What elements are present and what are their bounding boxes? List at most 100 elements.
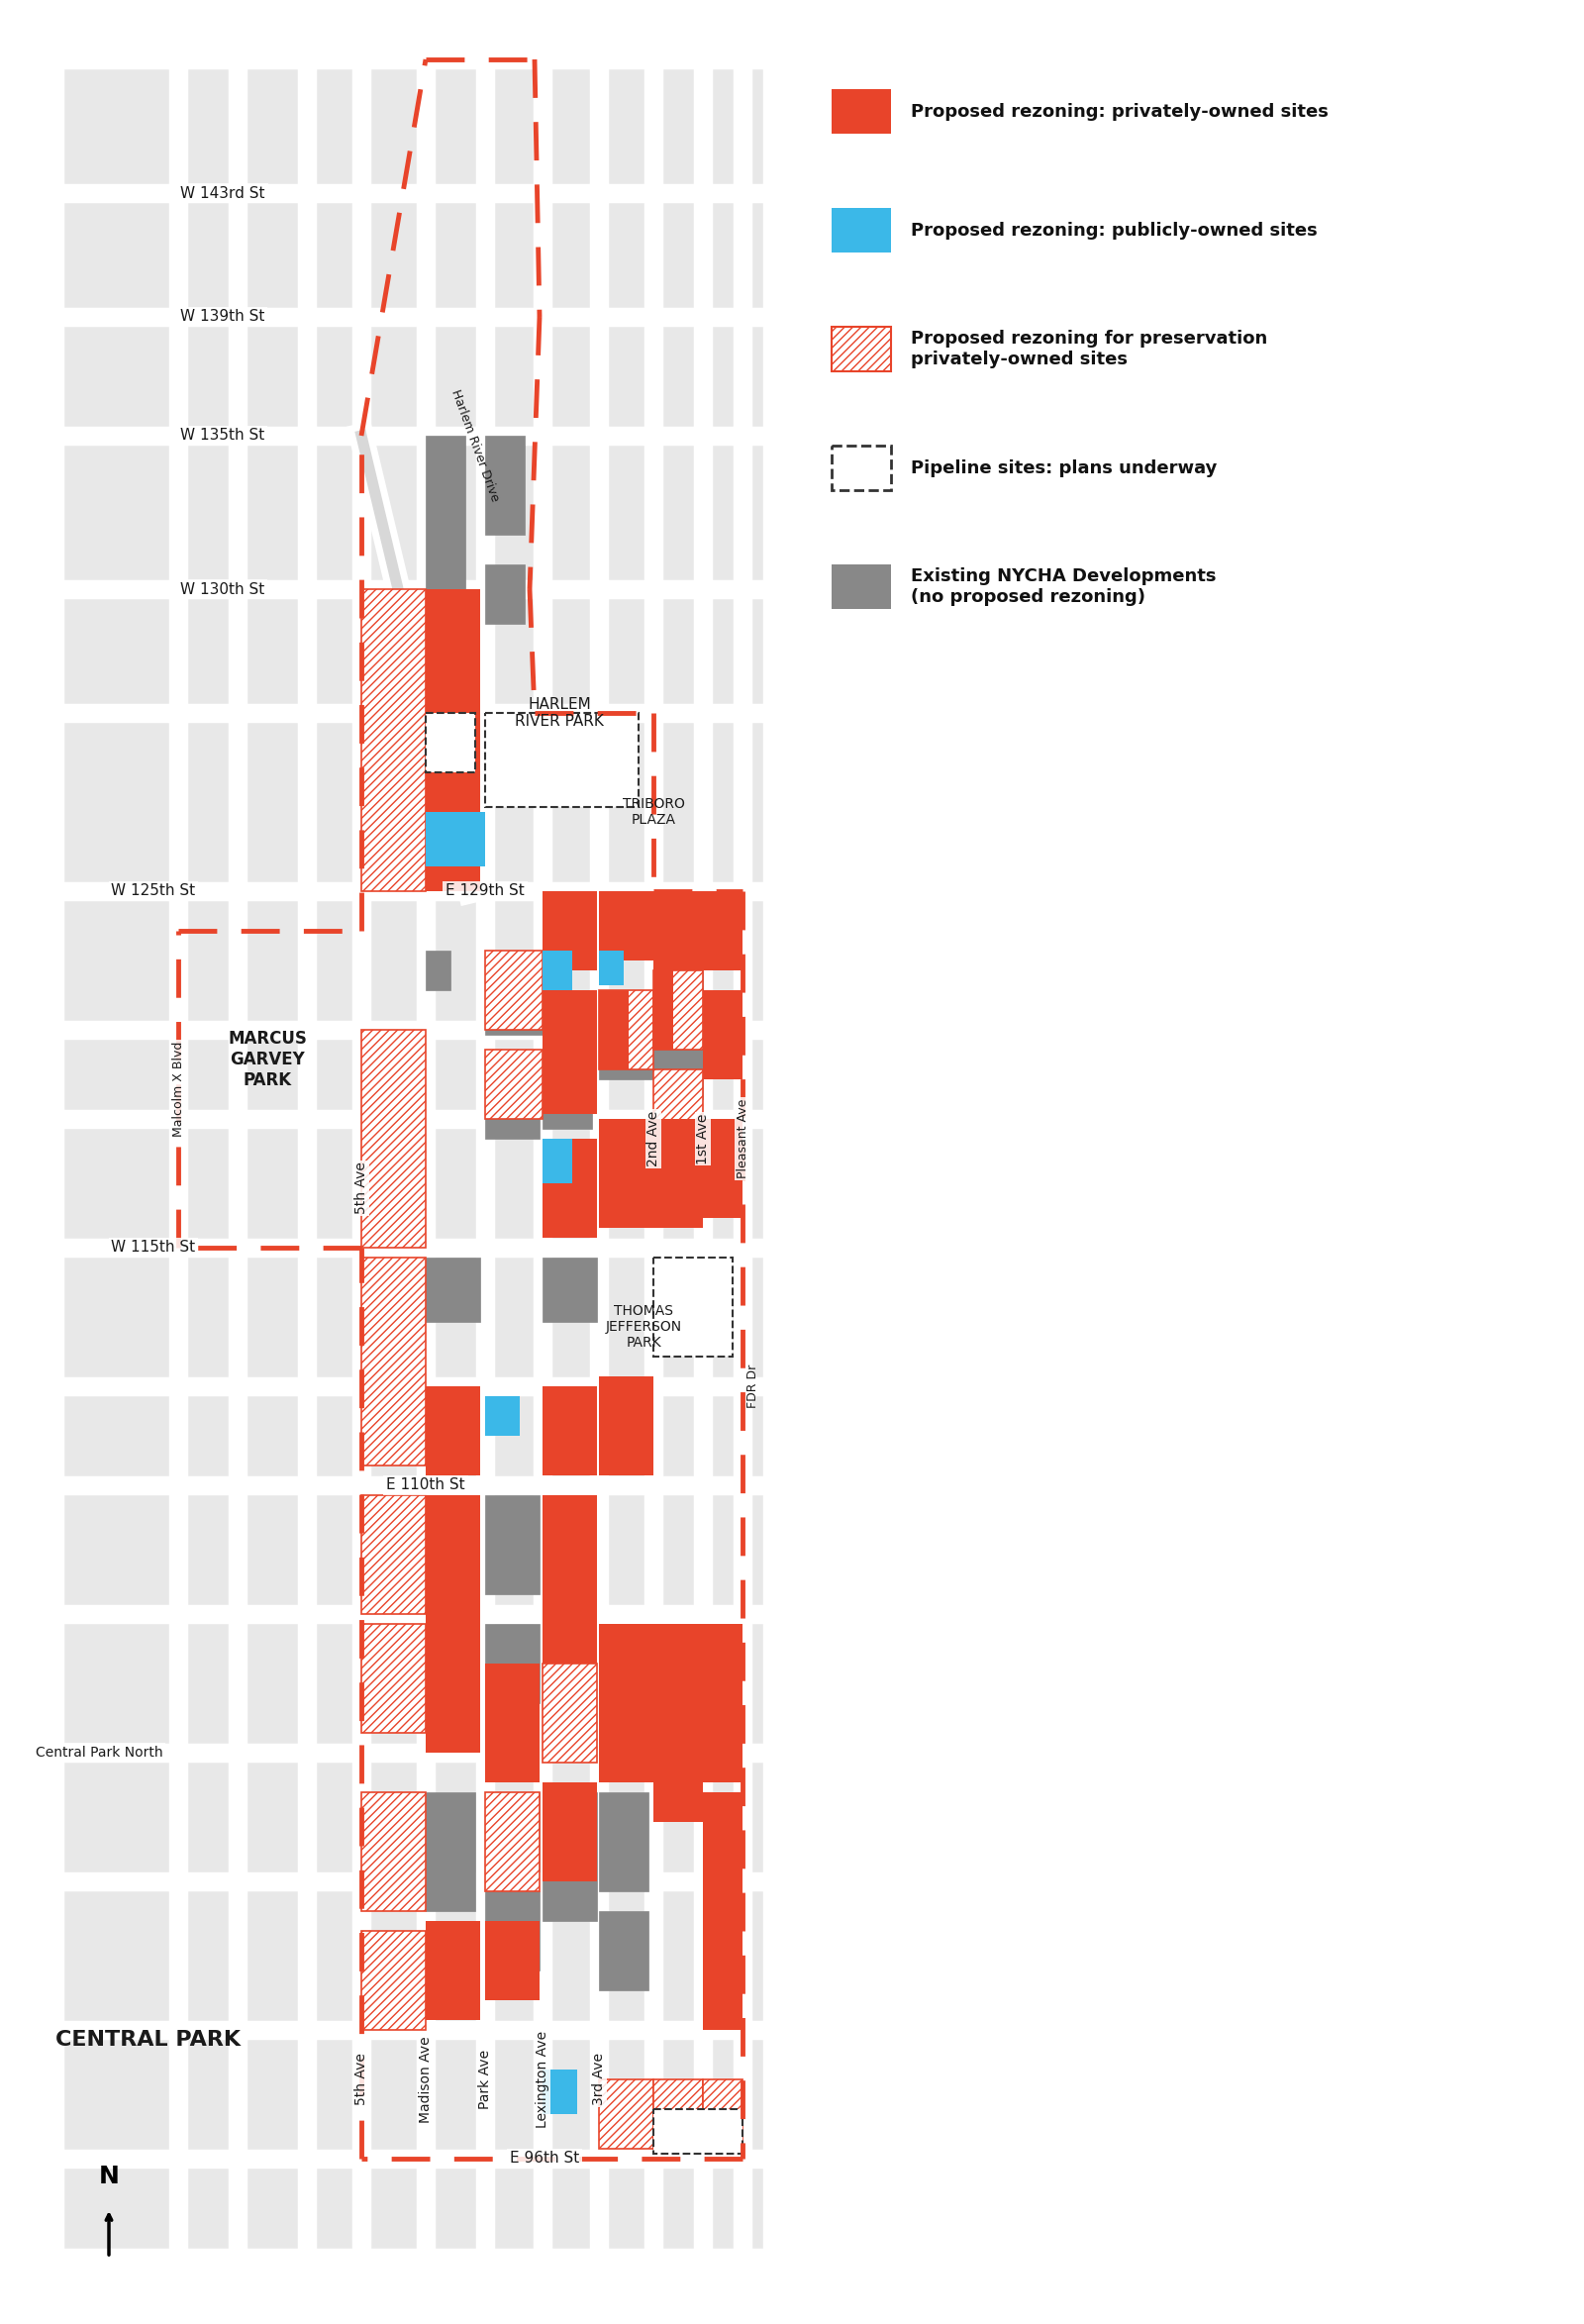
Bar xyxy=(710,442,735,583)
Bar xyxy=(62,1492,171,1608)
Bar xyxy=(485,1050,542,1118)
Bar xyxy=(749,1037,765,1111)
Bar xyxy=(550,1125,592,1241)
Bar xyxy=(550,1889,592,2022)
Bar xyxy=(661,2166,695,2250)
Bar xyxy=(542,2068,577,2115)
Bar xyxy=(185,1492,231,1608)
Bar xyxy=(710,200,735,309)
Bar xyxy=(832,328,890,372)
Text: Central Park North: Central Park North xyxy=(35,1745,163,1759)
Text: W 139th St: W 139th St xyxy=(181,309,265,325)
Bar xyxy=(493,1255,535,1380)
Bar xyxy=(493,720,535,883)
Text: Pipeline sites: plans underway: Pipeline sites: plans underway xyxy=(911,458,1217,476)
Bar xyxy=(361,1030,426,1248)
Bar xyxy=(62,2036,171,2152)
Bar xyxy=(493,442,535,583)
Bar xyxy=(426,435,466,614)
Bar xyxy=(654,971,703,1050)
Bar xyxy=(710,1492,735,1608)
Bar xyxy=(244,1037,299,1111)
Bar xyxy=(493,2036,535,2152)
Bar xyxy=(185,442,231,583)
Bar xyxy=(62,442,171,583)
Bar xyxy=(244,2036,299,2152)
Bar xyxy=(605,1037,646,1111)
Bar xyxy=(661,897,695,1023)
Bar xyxy=(493,1620,535,1745)
Bar xyxy=(185,720,231,883)
Bar xyxy=(749,1759,765,1875)
Text: TRIBORO
PLAZA: TRIBORO PLAZA xyxy=(623,797,684,827)
Bar xyxy=(493,1037,535,1111)
Bar xyxy=(605,2166,646,2250)
Bar xyxy=(710,720,735,883)
Text: E 96th St: E 96th St xyxy=(510,2152,580,2166)
Text: Proposed rezoning: privately-owned sites: Proposed rezoning: privately-owned sites xyxy=(911,102,1329,121)
Bar xyxy=(432,1759,478,1875)
Bar xyxy=(244,720,299,883)
Text: E 129th St: E 129th St xyxy=(445,883,524,899)
Bar xyxy=(661,442,695,583)
Bar xyxy=(62,67,171,186)
Bar xyxy=(599,1792,648,1892)
Bar xyxy=(605,720,646,883)
Bar xyxy=(605,595,646,706)
Bar xyxy=(185,1392,231,1478)
Bar xyxy=(485,951,542,1030)
Bar xyxy=(244,200,299,309)
Bar xyxy=(710,1392,735,1478)
Bar xyxy=(185,897,231,1023)
Bar xyxy=(485,1792,540,1892)
Bar xyxy=(185,67,231,186)
Bar xyxy=(703,990,743,1078)
Bar xyxy=(493,200,535,309)
Bar xyxy=(710,2036,735,2152)
Bar xyxy=(605,1759,646,1875)
Bar xyxy=(62,1255,171,1380)
Text: W 143rd St: W 143rd St xyxy=(181,186,265,200)
Bar xyxy=(605,1620,646,1745)
Bar xyxy=(367,67,418,186)
Text: Existing NYCHA Developments
(no proposed rezoning): Existing NYCHA Developments (no proposed… xyxy=(911,567,1217,607)
Bar xyxy=(542,1494,597,1664)
Bar xyxy=(605,323,646,428)
Bar xyxy=(703,1624,743,1783)
Bar xyxy=(599,2080,654,2150)
Bar xyxy=(432,720,478,883)
Bar xyxy=(432,200,478,309)
Bar xyxy=(314,897,355,1023)
Bar xyxy=(185,200,231,309)
Text: E 110th St: E 110th St xyxy=(386,1478,466,1492)
Bar xyxy=(832,565,890,609)
Text: Park Ave: Park Ave xyxy=(478,2050,493,2110)
Bar xyxy=(749,720,765,883)
Bar xyxy=(367,595,418,706)
Bar xyxy=(654,971,703,1099)
Bar xyxy=(661,1125,695,1241)
Bar xyxy=(605,1492,646,1608)
Bar xyxy=(832,88,890,135)
Bar xyxy=(367,1255,418,1380)
Bar xyxy=(661,2036,695,2152)
Bar xyxy=(367,1620,418,1745)
Bar xyxy=(661,200,695,309)
Bar xyxy=(314,2036,355,2152)
Bar xyxy=(432,1125,478,1241)
Bar xyxy=(432,1392,478,1478)
Bar xyxy=(542,1783,597,1882)
Bar xyxy=(605,200,646,309)
Bar xyxy=(493,67,535,186)
Text: FDR Dr: FDR Dr xyxy=(746,1364,759,1408)
Bar xyxy=(485,565,524,623)
Bar xyxy=(703,2080,743,2150)
Bar xyxy=(661,1889,695,2022)
Bar xyxy=(832,446,890,490)
Bar xyxy=(367,897,418,1023)
Bar xyxy=(185,1125,231,1241)
Bar xyxy=(62,2166,171,2250)
Bar xyxy=(62,1889,171,2022)
Bar xyxy=(749,2036,765,2152)
Bar xyxy=(314,1759,355,1875)
